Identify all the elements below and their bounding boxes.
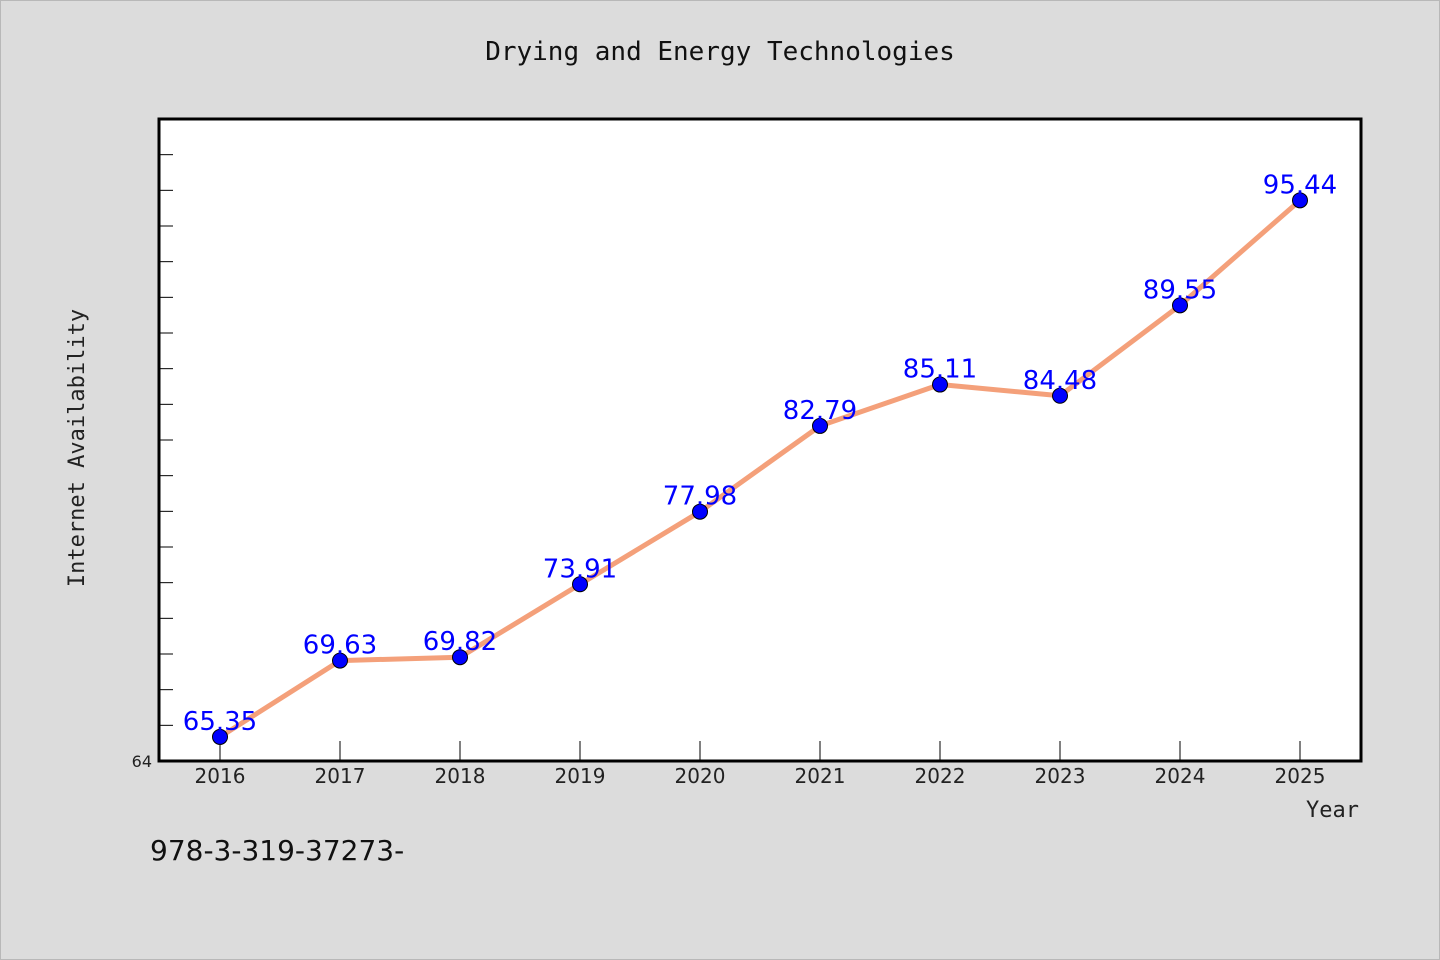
isbn-caption: 978-3-319-37273- [150,834,405,867]
data-point-2023 [1052,387,1068,404]
series-line [217,197,1303,740]
data-point-2025 [1292,192,1308,209]
x-axis-ticks [219,741,1301,761]
x-tick-label-2019: 2019 [555,764,606,788]
series-group: 65.35 69.63 69.82 73.91 77.98 82.79 85.11 84.48… [183,170,1337,745]
data-label-2020: 77.98 [663,482,737,512]
x-tick-label-2022: 2022 [915,764,966,788]
x-tick-labels: 2016 2017 2018 2019 2020 2021 2022 2023 2024 2025 [195,764,1326,788]
x-tick-label-2021: 2021 [795,764,846,788]
y-axis-ticks [159,154,173,726]
data-point-2018 [452,649,468,666]
data-label-2023: 84.48 [1023,366,1097,396]
data-label-2022: 85.11 [903,355,977,385]
chart-title: Drying and Energy Technologies [485,37,955,67]
x-tick-label-2016: 2016 [195,764,246,788]
x-tick-label-2023: 2023 [1035,764,1086,788]
y-axis-min-label: 64 [132,752,152,771]
data-label-2019: 73.91 [543,554,617,584]
x-tick-label-2017: 2017 [315,764,366,788]
x-tick-label-2024: 2024 [1155,764,1206,788]
data-point-2017 [332,652,348,669]
x-tick-label-2025: 2025 [1275,764,1326,788]
data-point-2020 [692,503,708,520]
x-axis-title: Year [1306,798,1359,823]
data-label-2017: 69.63 [303,631,377,661]
x-tick-label-2020: 2020 [675,764,726,788]
data-point-2021 [812,417,828,434]
data-label-2021: 82.79 [783,396,857,426]
plot-area [157,117,1363,763]
data-point-2022 [932,376,948,393]
x-tick-label-2018: 2018 [435,764,486,788]
data-label-2025: 95.44 [1263,170,1337,200]
data-label-2018: 69.82 [423,627,497,657]
data-label-2016: 65.35 [183,707,257,737]
data-label-2024: 89.55 [1143,275,1217,305]
data-point-2019 [572,576,588,593]
data-point-2024 [1172,297,1188,314]
y-axis-title: Internet Availability [65,309,90,587]
data-point-2016 [212,728,228,745]
